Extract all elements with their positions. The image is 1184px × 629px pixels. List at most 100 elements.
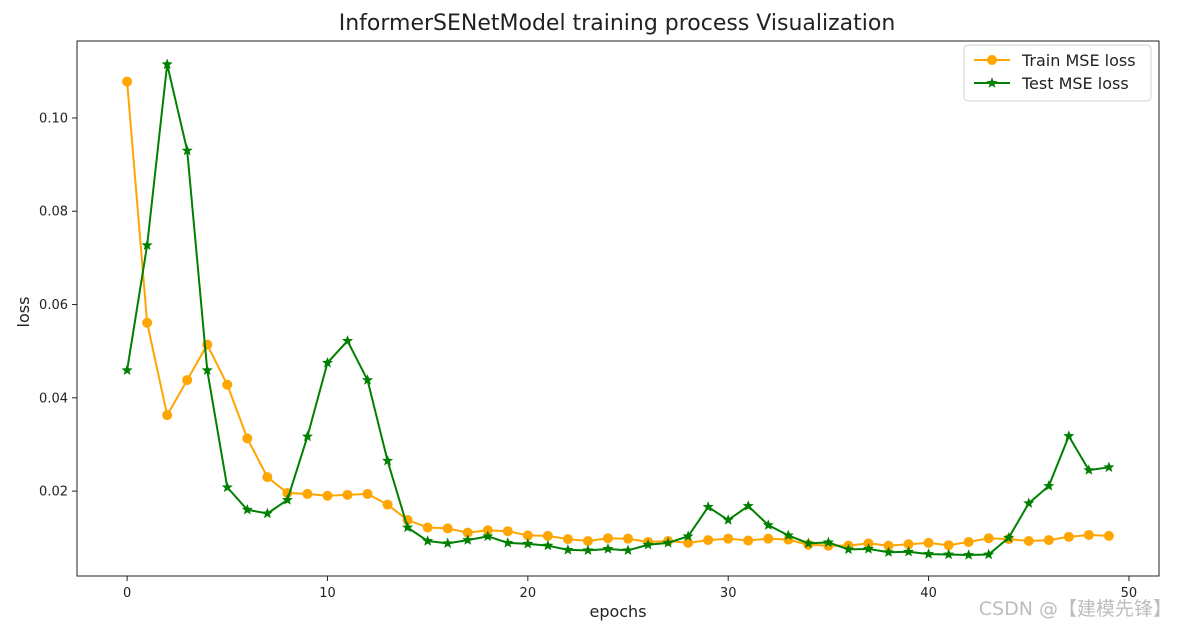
train-loss-point — [923, 537, 934, 548]
test-loss-point — [1023, 497, 1035, 508]
train-loss-line — [126, 80, 1110, 547]
train-loss-point — [242, 433, 253, 444]
test-loss-point — [1083, 464, 1095, 475]
test-loss-point — [221, 481, 233, 493]
legend-label-train: Train MSE loss — [1021, 51, 1136, 70]
y-axis-label: loss — [14, 297, 33, 328]
test-loss-point — [261, 507, 273, 519]
test-loss-point — [161, 58, 173, 70]
y-tick-label: 0.08 — [39, 205, 68, 220]
train-loss-point — [482, 525, 493, 536]
train-loss-point — [222, 379, 233, 390]
train-loss-point — [462, 527, 473, 538]
test-loss-point — [642, 538, 654, 550]
train-loss-point — [743, 535, 754, 546]
y-tick-label: 0.02 — [39, 485, 68, 500]
test-loss-point — [362, 374, 374, 385]
test-loss-point — [822, 536, 834, 548]
test-loss-point — [802, 537, 814, 549]
test-loss-point — [622, 544, 634, 556]
test-loss-point — [542, 539, 554, 551]
test-loss-series — [121, 58, 1115, 560]
test-loss-point — [582, 544, 594, 556]
legend-label-test: Test MSE loss — [1021, 74, 1129, 93]
train-loss-point — [362, 488, 373, 499]
series-layer — [121, 58, 1115, 560]
train-loss-point — [883, 540, 894, 551]
test-loss-point — [1003, 531, 1015, 543]
train-loss-point — [763, 533, 774, 544]
train-loss-point — [522, 530, 533, 541]
legend: Train MSE loss Test MSE loss — [963, 44, 1152, 102]
test-loss-point — [963, 549, 975, 560]
test-loss-point — [201, 364, 213, 375]
y-tick-label: 0.06 — [39, 298, 68, 313]
chart-title: InformerSENetModel training process Visu… — [339, 11, 896, 36]
train-loss-point — [1043, 535, 1054, 546]
train-loss-point — [162, 410, 173, 421]
test-loss-point — [402, 521, 414, 533]
test-loss-point — [762, 519, 774, 530]
test-loss-point — [562, 544, 574, 555]
x-tick-label: 20 — [520, 586, 537, 601]
test-loss-point — [141, 239, 153, 250]
train-loss-point — [903, 539, 914, 550]
x-tick-label: 40 — [920, 586, 937, 601]
test-loss-point — [181, 144, 193, 156]
test-loss-point — [321, 357, 333, 368]
y-axis-ticks: 0.02 0.04 0.06 0.08 0.10 — [39, 111, 77, 500]
test-loss-point — [482, 530, 494, 542]
test-loss-point — [862, 543, 874, 554]
legend-marker-train — [987, 55, 997, 65]
test-loss-point — [301, 430, 313, 442]
test-loss-point — [782, 529, 794, 541]
test-loss-point — [882, 546, 895, 557]
train-loss-point — [1063, 531, 1074, 542]
test-loss-point — [842, 543, 854, 555]
test-loss-point — [722, 514, 734, 525]
test-loss-point — [341, 335, 354, 346]
test-loss-point — [1063, 430, 1075, 441]
train-loss-point — [542, 530, 553, 541]
test-loss-point — [983, 548, 995, 560]
train-loss-point — [322, 490, 333, 501]
train-loss-point — [723, 533, 734, 544]
test-loss-point — [702, 501, 714, 512]
test-loss-point — [1103, 461, 1115, 473]
train-loss-point — [943, 540, 954, 551]
train-loss-point — [1023, 536, 1034, 547]
train-loss-point — [122, 76, 133, 87]
train-loss-series — [122, 76, 1114, 551]
x-axis-ticks: 0 10 20 30 40 50 — [123, 576, 1137, 601]
test-loss-point — [241, 503, 253, 515]
train-loss-point — [602, 533, 613, 544]
test-loss-point — [742, 500, 754, 511]
train-loss-point — [703, 535, 714, 546]
test-loss-point — [281, 494, 293, 505]
test-loss-point — [502, 537, 514, 548]
test-loss-point — [923, 548, 935, 559]
y-tick-label: 0.10 — [39, 111, 68, 126]
plot-area-frame — [76, 40, 1160, 577]
train-loss-point — [963, 536, 974, 547]
train-loss-point — [142, 317, 153, 328]
train-loss-point — [623, 533, 634, 544]
legend-marker-test — [986, 77, 998, 88]
train-loss-point — [442, 523, 453, 534]
train-loss-point — [983, 533, 994, 544]
x-tick-label: 50 — [1121, 586, 1138, 601]
x-tick-label: 0 — [123, 586, 131, 601]
train-loss-point — [422, 522, 433, 533]
train-loss-point — [342, 489, 353, 500]
train-loss-point — [302, 488, 313, 499]
test-loss-point — [462, 534, 474, 545]
test-loss-point — [943, 548, 955, 560]
train-loss-point — [262, 472, 273, 483]
test-loss-point — [522, 538, 534, 549]
test-loss-point — [442, 537, 454, 549]
train-loss-point — [683, 537, 694, 548]
train-loss-point — [502, 526, 513, 537]
watermark: CSDN @【建模先锋】 — [979, 598, 1172, 620]
train-loss-point — [1083, 529, 1094, 540]
